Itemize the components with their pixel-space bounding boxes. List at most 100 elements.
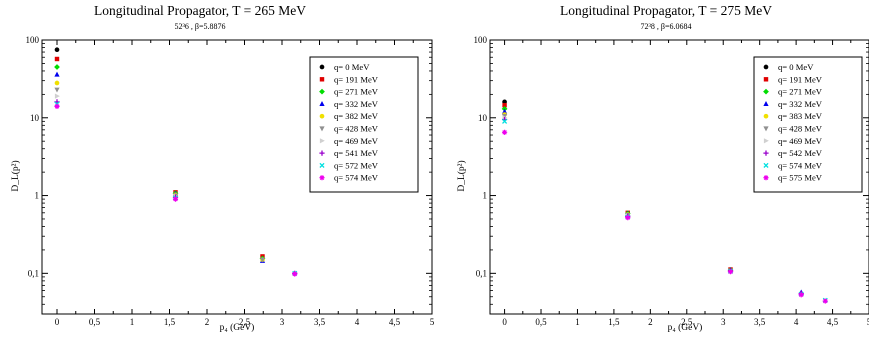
series-5 bbox=[501, 114, 734, 274]
series-6 bbox=[502, 115, 631, 219]
x-tick-label: 3,5 bbox=[314, 317, 326, 327]
legend-marker bbox=[319, 77, 325, 82]
data-point bbox=[502, 103, 507, 108]
x-tick-label: 2 bbox=[205, 317, 210, 327]
data-point bbox=[501, 129, 508, 135]
legend-label: q= 574 MeV bbox=[778, 160, 823, 170]
legend: q= 0 MeV q= 191 MeV q= 271 MeV q= 332 MeV q=… bbox=[309, 56, 419, 193]
series-6 bbox=[54, 93, 179, 199]
plot-frame bbox=[41, 39, 433, 315]
legend-label: q= 191 MeV bbox=[778, 74, 823, 84]
data-point bbox=[54, 47, 60, 53]
data-point bbox=[172, 196, 179, 202]
series-4 bbox=[502, 112, 733, 274]
legend-marker bbox=[763, 113, 769, 119]
data-point bbox=[502, 118, 508, 124]
y-tick-label: 1 bbox=[35, 191, 40, 201]
plot-frame bbox=[489, 39, 869, 315]
legend-marker bbox=[763, 150, 769, 156]
legend-label: q= 542 MeV bbox=[778, 148, 823, 158]
data-point bbox=[54, 64, 60, 70]
legend-marker bbox=[763, 88, 769, 95]
legend-label: q= 469 MeV bbox=[778, 136, 823, 146]
x-tick-label: 4,5 bbox=[827, 317, 839, 327]
legend-label: q= 332 MeV bbox=[778, 99, 823, 109]
legend-marker bbox=[319, 101, 325, 106]
x-axis-label: p₄ (GeV) bbox=[668, 322, 703, 333]
x-tick-label: 0,5 bbox=[89, 317, 101, 327]
legend-marker bbox=[763, 175, 769, 181]
legend-marker bbox=[763, 101, 769, 106]
x-tick-label: 3 bbox=[280, 317, 285, 327]
legend-label: q= 332 MeV bbox=[334, 99, 379, 109]
legend-marker bbox=[763, 162, 769, 168]
x-tick-label: 0 bbox=[502, 317, 507, 327]
legend-label: q= 428 MeV bbox=[334, 124, 379, 134]
legend-marker bbox=[319, 162, 325, 168]
series-1 bbox=[54, 56, 265, 259]
data-point bbox=[292, 271, 298, 277]
series-4 bbox=[54, 80, 265, 262]
y-axis-label: D_L(p²) bbox=[456, 160, 467, 191]
legend-label: q= 0 MeV bbox=[778, 62, 814, 72]
x-tick-label: 4,5 bbox=[389, 317, 401, 327]
x-tick-label: 0,5 bbox=[535, 317, 547, 327]
y-tick-label: 10 bbox=[30, 113, 40, 123]
data-point bbox=[54, 93, 60, 99]
chart-panel-right: Longitudinal Propagator, T = 275 MeV 72³… bbox=[456, 3, 869, 333]
legend-marker bbox=[319, 126, 325, 132]
data-point bbox=[625, 215, 631, 221]
legend-marker bbox=[763, 64, 769, 70]
data-point bbox=[54, 80, 60, 86]
legend-marker bbox=[763, 138, 769, 144]
legend-label: q= 271 MeV bbox=[334, 87, 379, 97]
x-tick-label: 1,5 bbox=[608, 317, 620, 327]
y-tick-label: 10 bbox=[478, 113, 488, 123]
x-tick-label: 1,5 bbox=[164, 317, 176, 327]
x-tick-label: 2,5 bbox=[681, 317, 693, 327]
series-9 bbox=[54, 103, 298, 277]
data-point bbox=[822, 298, 828, 304]
legend-label: q= 191 MeV bbox=[334, 74, 379, 84]
data-point bbox=[54, 103, 60, 110]
legend-marker bbox=[319, 138, 325, 144]
legend-marker bbox=[319, 88, 325, 95]
data-point bbox=[798, 292, 804, 298]
x-tick-label: 3 bbox=[721, 317, 726, 327]
legend-label: q= 541 MeV bbox=[334, 148, 379, 158]
chart-title: Longitudinal Propagator, T = 275 MeV bbox=[560, 3, 772, 18]
x-tick-label: 0 bbox=[55, 317, 60, 327]
x-tick-label: 4 bbox=[355, 317, 360, 327]
x-tick-label: 5 bbox=[867, 317, 869, 327]
data-point bbox=[54, 87, 60, 93]
x-tick-label: 1 bbox=[575, 317, 580, 327]
chart-title: Longitudinal Propagator, T = 265 MeV bbox=[94, 3, 306, 18]
legend-marker bbox=[319, 150, 325, 156]
x-tick-label: 2,5 bbox=[239, 317, 251, 327]
legend-marker bbox=[763, 126, 769, 132]
series-3 bbox=[54, 71, 266, 263]
y-tick-label: 100 bbox=[474, 35, 488, 45]
legend-marker bbox=[319, 64, 325, 70]
data-point bbox=[501, 108, 508, 114]
data-point bbox=[54, 71, 60, 77]
legend-marker bbox=[319, 113, 325, 119]
legend-label: q= 0 MeV bbox=[334, 62, 370, 72]
legend-label: q= 383 MeV bbox=[778, 111, 823, 121]
legend-box bbox=[309, 56, 419, 193]
series-5 bbox=[54, 87, 266, 263]
legend-label: q= 469 MeV bbox=[334, 136, 379, 146]
legend-label: q= 575 MeV bbox=[778, 173, 823, 183]
y-tick-label: 0,1 bbox=[476, 268, 487, 278]
y-tick-label: 0,1 bbox=[28, 268, 39, 278]
series-7 bbox=[54, 99, 298, 276]
x-tick-label: 3,5 bbox=[754, 317, 766, 327]
chart-subtitle: 72³8 , β=6.0684 bbox=[641, 22, 692, 31]
legend-box bbox=[753, 56, 863, 193]
legend-label: q= 574 MeV bbox=[334, 173, 379, 183]
chart-panel-left: Longitudinal Propagator, T = 265 MeV 52³… bbox=[10, 3, 435, 333]
series-0 bbox=[54, 47, 60, 53]
data-point bbox=[259, 257, 266, 263]
x-tick-label: 5 bbox=[430, 317, 435, 327]
